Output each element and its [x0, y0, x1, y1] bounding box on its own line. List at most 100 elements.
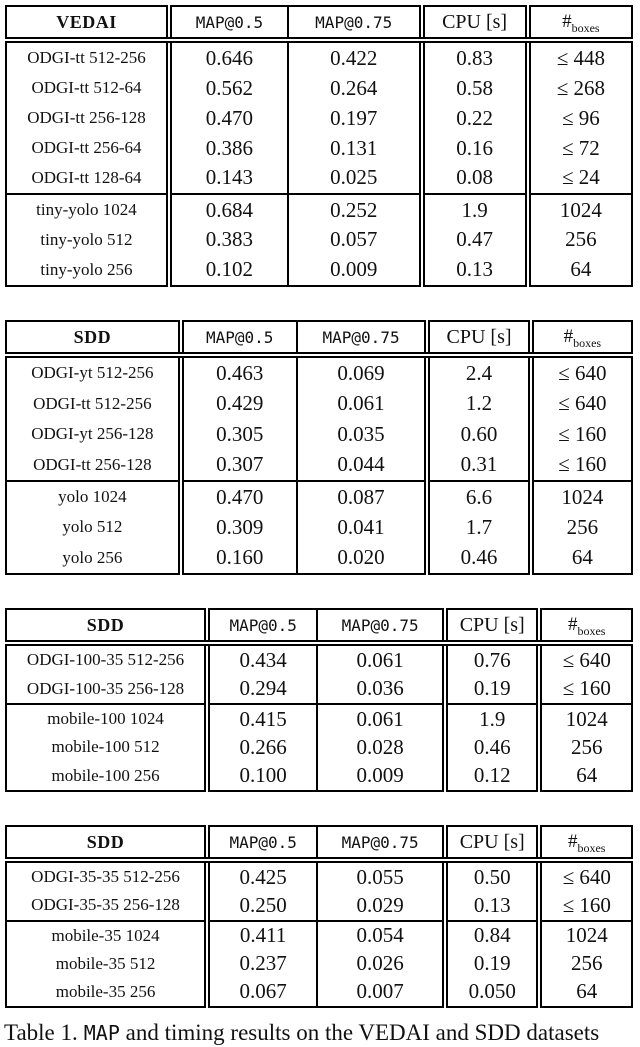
cpu-cell: 2.4: [424, 355, 531, 389]
map075-cell: 0.036: [316, 674, 445, 704]
boxes-cell: ≤ 24: [524, 162, 632, 194]
row-label-cell: mobile-35 1024: [6, 919, 208, 950]
row-label-cell: ODGI-35-35 512-256: [31, 867, 180, 887]
cpu-cell: 0.050: [441, 977, 540, 1007]
table-row: mobile-100 1024 0.415 0.061 1.9 1024: [6, 702, 632, 734]
table-row: mobile-35 512 0.237 0.026 0.19 256: [6, 949, 632, 978]
row-label-cell: tiny-yolo 1024: [6, 192, 169, 226]
row-label-cell: mobile-35 256: [55, 981, 156, 1001]
row-label-cell: yolo 512: [62, 517, 123, 537]
map05-cell: 0.237: [204, 949, 318, 978]
cpu-cell: 0.22: [418, 103, 528, 134]
row-label-cell: ODGI-100-35 512-256: [26, 650, 185, 670]
map075-cell: 0.422: [286, 40, 422, 74]
cpu-cell: 0.46: [441, 733, 540, 762]
map075-cell: 0.035: [295, 419, 428, 450]
map075-cell: 0.028: [316, 733, 445, 762]
map05-cell: 0.470: [165, 103, 288, 134]
boxes-cell: ≤ 160: [527, 449, 632, 481]
map05-cell: 0.463: [177, 355, 297, 389]
map075-header: MAP@0.75: [295, 321, 428, 358]
cpu-header: CPU [s]: [418, 6, 528, 43]
map075-cell: 0.044: [295, 449, 428, 481]
map075-cell: 0.009: [286, 254, 422, 286]
cpu-cell: 0.76: [441, 643, 540, 675]
map05-header: MAP@0.5: [177, 321, 297, 358]
map05-cell: 0.425: [204, 860, 318, 892]
sdd-results-table-3: SDD MAP@0.5 MAP@0.75 CPU [s] #boxes ODGI-35-3…: [5, 825, 633, 1008]
map075-cell: 0.025: [286, 162, 422, 194]
boxes-cell: 64: [527, 542, 632, 574]
map075-cell: 0.041: [295, 512, 428, 543]
boxes-cell: 64: [536, 761, 632, 791]
boxes-cell: 1024: [536, 702, 632, 734]
boxes-cell: 256: [536, 949, 632, 978]
boxes-header: #boxes: [524, 6, 632, 43]
boxes-cell: 64: [524, 254, 632, 286]
cpu-cell: 6.6: [424, 479, 531, 513]
row-label-cell: ODGI-yt 256-128: [31, 424, 154, 444]
boxes-cell: 1024: [536, 919, 632, 950]
cpu-cell: 1.9: [441, 702, 540, 734]
row-label-cell: mobile-100 256: [51, 765, 160, 785]
sdd-results-table-2: SDD MAP@0.5 MAP@0.75 CPU [s] #boxes ODGI-100-…: [5, 608, 633, 792]
map05-cell: 0.386: [165, 133, 288, 163]
boxes-cell: ≤ 640: [527, 355, 632, 389]
boxes-cell: 1024: [524, 192, 632, 226]
map075-cell: 0.252: [286, 192, 422, 226]
map05-cell: 0.143: [165, 162, 288, 194]
map05-header: MAP@0.5: [165, 6, 288, 43]
map05-cell: 0.411: [204, 919, 318, 950]
table-row: mobile-35 256 0.067 0.007 0.050 64: [6, 977, 632, 1007]
boxes-cell: ≤ 96: [524, 103, 632, 134]
map05-cell: 0.470: [177, 479, 297, 513]
row-label-cell: ODGI-tt 512-64: [31, 78, 142, 98]
cpu-cell: 0.16: [418, 133, 528, 163]
cpu-cell: 0.47: [418, 225, 528, 255]
map05-cell: 0.305: [177, 419, 297, 450]
cpu-header: CPU [s]: [424, 321, 531, 358]
cpu-cell: 0.60: [424, 419, 531, 450]
table-row: yolo 512 0.309 0.041 1.7 256: [6, 512, 632, 543]
cpu-cell: 0.46: [424, 542, 531, 574]
map075-cell: 0.007: [316, 977, 445, 1007]
table-row: yolo 1024 0.470 0.087 6.6 1024: [6, 479, 632, 513]
boxes-cell: 64: [536, 977, 632, 1007]
cpu-cell: 0.08: [418, 162, 528, 194]
boxes-cell: ≤ 268: [524, 73, 632, 104]
boxes-header: #boxes: [536, 609, 632, 646]
boxes-cell: ≤ 160: [527, 419, 632, 450]
map075-cell: 0.020: [295, 542, 428, 574]
table-row: ODGI-tt 256-128 0.307 0.044 0.31 ≤ 160: [6, 449, 632, 481]
map075-header: MAP@0.75: [286, 6, 422, 43]
sdd-results-table-1: SDD MAP@0.5 MAP@0.75 CPU [s] #boxes ODGI-yt 5…: [5, 320, 633, 575]
row-label-cell: mobile-35 512: [55, 953, 156, 973]
cpu-cell: 0.19: [441, 949, 540, 978]
caption-map-word: MAP: [83, 1021, 120, 1045]
map05-cell: 0.646: [165, 40, 288, 74]
table-row: ODGI-100-35 512-256 0.434 0.061 0.76 ≤ 640: [6, 643, 632, 675]
cpu-cell: 1.7: [424, 512, 531, 543]
table-row: ODGI-tt 256-128 0.470 0.197 0.22 ≤ 96: [6, 103, 632, 134]
table-row: ODGI-tt 128-64 0.143 0.025 0.08 ≤ 24: [6, 162, 632, 194]
table-row: ODGI-yt 512-256 0.463 0.069 2.4 ≤ 640: [6, 355, 632, 389]
table-row: yolo 256 0.160 0.020 0.46 64: [6, 542, 632, 574]
boxes-cell: 1024: [527, 479, 632, 513]
table-row: mobile-35 1024 0.411 0.054 0.84 1024: [6, 919, 632, 950]
map05-cell: 0.415: [204, 702, 318, 734]
table-row: ODGI-tt 512-256 0.646 0.422 0.83 ≤ 448: [6, 40, 632, 74]
row-label-cell: ODGI-35-35 256-128: [31, 895, 180, 915]
row-label-cell: mobile-100 1024: [6, 702, 208, 734]
map075-cell: 0.061: [316, 643, 445, 675]
row-label-cell: ODGI-tt 256-128: [27, 108, 146, 128]
cpu-header: CPU [s]: [441, 609, 540, 646]
boxes-cell: ≤ 448: [524, 40, 632, 74]
row-label-cell: tiny-yolo 256: [40, 259, 133, 279]
table-row: ODGI-tt 512-64 0.562 0.264 0.58 ≤ 268: [6, 73, 632, 104]
map05-cell: 0.434: [204, 643, 318, 675]
map075-cell: 0.009: [316, 761, 445, 791]
boxes-header: #boxes: [536, 826, 632, 863]
cpu-cell: 0.31: [424, 449, 531, 481]
table-row: ODGI-100-35 256-128 0.294 0.036 0.19 ≤ 160: [6, 674, 632, 704]
table-row: ODGI-yt 256-128 0.305 0.035 0.60 ≤ 160: [6, 419, 632, 450]
